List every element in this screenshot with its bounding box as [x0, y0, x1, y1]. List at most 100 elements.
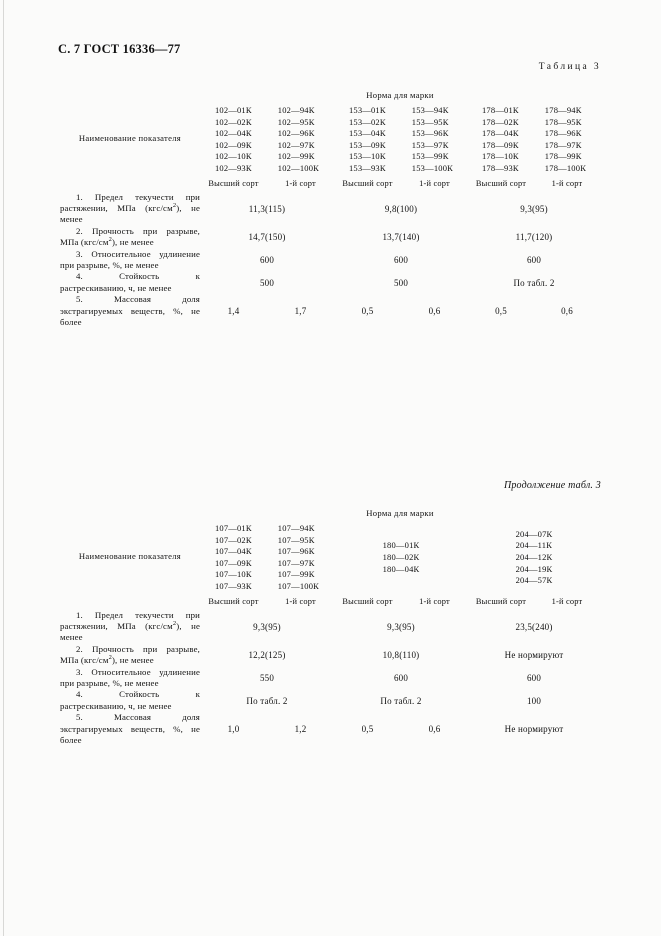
- row-label-text: 1. Предел текучести при растяжении, МПа …: [60, 609, 200, 631]
- table1-row2-val2: 13,7(140): [382, 232, 420, 243]
- table1-row4-val1: 500: [259, 277, 275, 288]
- table2-row2-label: 2. Прочность при разрыве, МПа (кгс/см2),…: [60, 644, 200, 667]
- mark-item: 102—02К: [214, 116, 252, 127]
- mark-item: 102—100К: [277, 162, 320, 173]
- row-label-text: 2. Прочность при разрыве, МПа (кгс/см: [60, 225, 200, 248]
- row-label-sup: 2: [172, 620, 177, 628]
- row-label-sup: 2: [172, 202, 177, 210]
- table1-row5-label: 5. Массовая доля экстрагируемых веществ,…: [60, 294, 200, 328]
- mark-item: 107—94К: [277, 523, 315, 533]
- table1-row5-val2: 1,7: [294, 306, 307, 317]
- mark-item: 153—99К: [411, 151, 449, 162]
- table1-row1-label: 1. Предел текучести при растяжении, МПа …: [60, 192, 200, 226]
- table1-grade-first-2: 1-й сорт: [419, 178, 450, 188]
- table2-row5-val1: 1,0: [227, 724, 240, 735]
- mark-item: 102—97К: [277, 139, 315, 150]
- table1-row1-val2: 9,8(100): [384, 203, 418, 214]
- mark-item: 178—09К: [481, 139, 519, 150]
- mark-item: 107—95К: [277, 534, 315, 545]
- row-label-tail: ), не менее: [111, 655, 154, 666]
- table1-grade-first-1: 1-й сорт: [285, 178, 316, 188]
- table1-header-row-norm: Наименование показателя Норма для марки: [60, 85, 600, 143]
- mark-item: 153—02К: [348, 116, 386, 127]
- mark-item: 204—12К: [515, 551, 553, 562]
- mark-item: 153—10К: [348, 151, 386, 162]
- mark-item: 178—04К: [481, 128, 519, 139]
- mark-item: 153—96К: [411, 128, 449, 139]
- table-row: 5. Массовая доля экстрагируемых веществ,…: [60, 712, 600, 746]
- table2-row5-val5: Не нормируют: [504, 724, 564, 735]
- table2-norm-group-header: Норма для марки: [366, 508, 434, 518]
- mark-item: 180—04К: [382, 563, 420, 574]
- table1-caption: Таблица 3: [538, 62, 601, 72]
- mark-item: 153—94К: [411, 105, 449, 115]
- row-label-sup: 2: [108, 236, 112, 244]
- row-label-tail: ), не менее: [60, 202, 200, 225]
- mark-item: 153—97К: [411, 139, 449, 150]
- table2-grade-high-3: Высший сорт: [475, 596, 527, 606]
- mark-item: 102—99К: [277, 151, 315, 162]
- table2-caption: Продолжение табл. 3: [503, 480, 601, 491]
- table2-grade-high-2: Высший сорт: [342, 596, 393, 606]
- table2-row2-val2: 10,8(110): [382, 650, 420, 661]
- table1-row2-val1: 14,7(150): [248, 232, 286, 243]
- table2-row1-val1: 9,3(95): [253, 621, 281, 632]
- mark-item: 178—95К: [544, 116, 582, 127]
- table-row: 3. Относительное удлинение при разрыве, …: [60, 667, 600, 690]
- row-label-sup: 2: [108, 654, 112, 662]
- table-row: 2. Прочность при разрыве, МПа (кгс/см2),…: [60, 644, 600, 667]
- mark-item: 178—94К: [544, 105, 582, 115]
- table2-grade-first-1: 1-й сорт: [285, 596, 316, 606]
- mark-item: 107—93К: [214, 580, 252, 591]
- table2-marks-group-2: 180—01К 180—02К 180—04К: [334, 523, 468, 593]
- table2-row4-val3: 100: [526, 695, 542, 706]
- mark-item: 102—94К: [277, 105, 315, 115]
- mark-item: 153—01К: [348, 105, 386, 115]
- table2-grade-first-3: 1-й сорт: [551, 596, 583, 606]
- table1-row5-val5: 0,5: [495, 306, 507, 317]
- table1-row4-label: 4. Стойкость к растрескиванию, ч, не мен…: [60, 271, 200, 293]
- table2-marks-group-3: 204—07К 204—11К 204—12К 204—19К 204—57К: [468, 523, 600, 593]
- table2-row3-val3: 600: [526, 673, 542, 683]
- table1-row5-val4: 0,6: [428, 306, 441, 317]
- mark-item: 180—02К: [382, 551, 420, 562]
- mark-item: 102—93К: [214, 162, 252, 173]
- mark-item: 107—01К: [214, 523, 252, 533]
- mark-item: 178—01К: [481, 105, 519, 115]
- table1-row2-val3: 11,7(120): [515, 232, 553, 243]
- table2-row1-label: 1. Предел текучести при растяжении, МПа …: [60, 610, 200, 644]
- mark-item: 178—99К: [544, 151, 582, 162]
- table2-row5-label: 5. Массовая доля экстрагируемых веществ,…: [60, 712, 200, 746]
- table2-grade-high-1: Высший сорт: [208, 596, 259, 606]
- table1-row2-label: 2. Прочность при разрыве, МПа (кгс/см2),…: [60, 226, 200, 249]
- table1-row4-val3: По табл. 2: [513, 277, 555, 288]
- table-row: 2. Прочность при разрыве, МПа (кгс/см2),…: [60, 226, 600, 249]
- running-head: С. 7 ГОСТ 16336—77: [58, 42, 181, 56]
- mark-item: 107—04К: [214, 546, 252, 557]
- mark-item: 178—10К: [481, 151, 519, 162]
- mark-item: 102—01К: [214, 105, 252, 115]
- table2-row1-val3: 23,5(240): [515, 621, 553, 632]
- table2-name-col-header: Наименование показателя: [78, 551, 182, 562]
- mark-item: 178—02К: [481, 116, 519, 127]
- table2-row4-label: 4. Стойкость к растрескиванию, ч, не мен…: [60, 689, 200, 711]
- mark-item: 153—93К: [348, 162, 386, 173]
- table2-row2-val3: Не нормируют: [504, 650, 564, 661]
- table1-marks-group-2: 153—01К 153—02К 153—04К 153—09К 153—10К …: [334, 105, 468, 175]
- table1-grade-high-2: Высший сорт: [342, 178, 393, 188]
- table1-row3-val3: 600: [526, 255, 542, 265]
- table2-row5-val3: 0,5: [361, 724, 374, 735]
- table2-row3-label: 3. Относительное удлинение при разрыве, …: [60, 666, 200, 688]
- table1-row3-val1: 600: [259, 255, 275, 265]
- table-row: 1. Предел текучести при растяжении, МПа …: [60, 610, 600, 644]
- table2-marks-group-1: 107—01К 107—02К 107—04К 107—09К 107—10К …: [200, 523, 334, 593]
- table1-row1-val3: 9,3(95): [520, 203, 548, 214]
- page-edge-line: [3, 0, 4, 936]
- table-row: 3. Относительное удлинение при разрыве, …: [60, 249, 600, 272]
- table1-row4-val2: 500: [393, 277, 409, 288]
- mark-item: 178—96К: [544, 128, 582, 139]
- table1-grade-row: Высший сорт 1-й сорт Высший сорт 1-й сор…: [60, 175, 600, 192]
- table2-grade-first-2: 1-й сорт: [419, 596, 450, 606]
- table1-name-col-header: Наименование показателя: [78, 133, 182, 144]
